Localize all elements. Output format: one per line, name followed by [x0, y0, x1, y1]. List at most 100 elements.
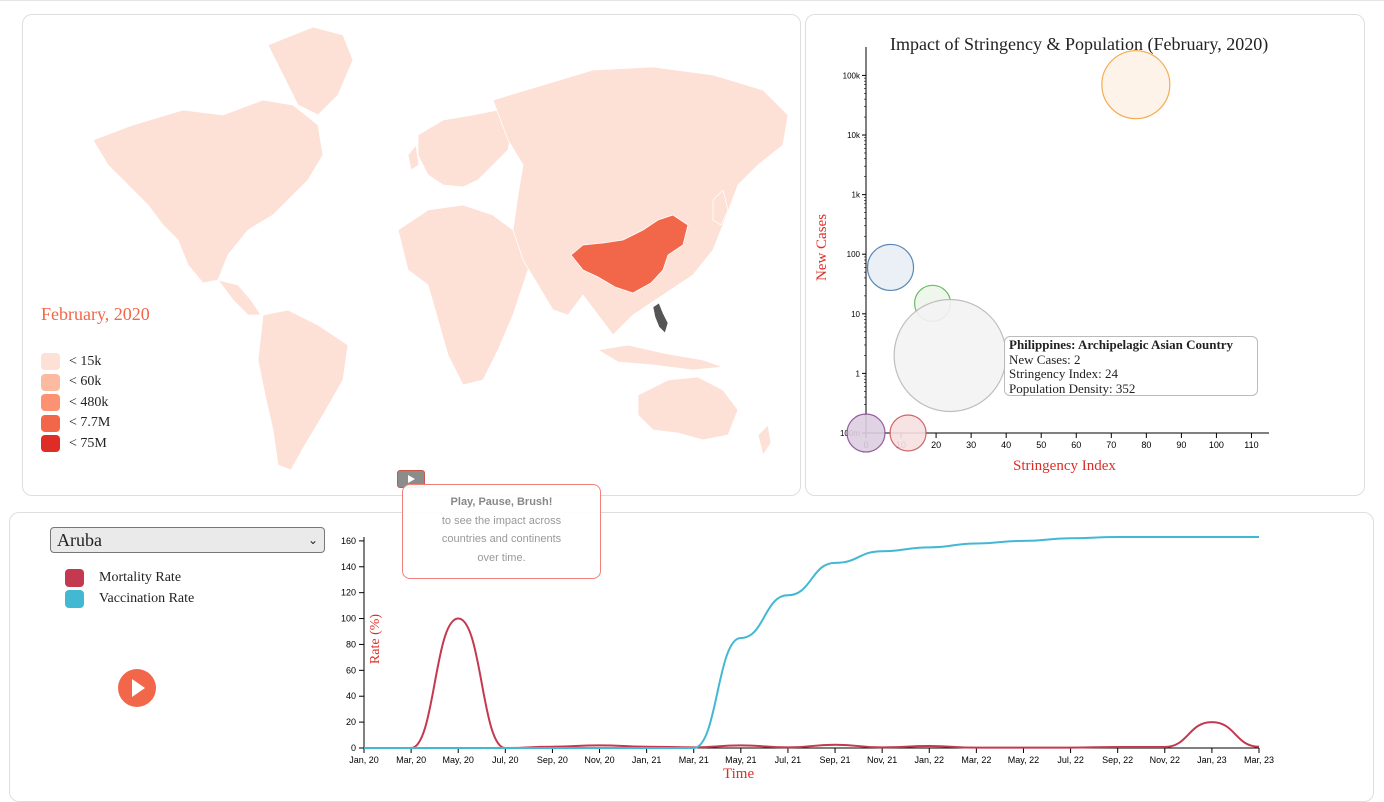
map-legend-label: < 15k	[69, 353, 102, 369]
map-south-america	[257, 309, 349, 471]
map-north-america	[92, 99, 324, 284]
line-xlabel: Time	[723, 766, 755, 782]
hover-density: Population Density: 352	[1009, 380, 1136, 396]
line-x-tick-label: May, 22	[1008, 755, 1039, 765]
map-philippines	[652, 302, 669, 334]
map-indonesia	[596, 344, 724, 371]
scatter-ylabel: New Cases	[814, 213, 831, 282]
line-x-tick-label: Jul, 21	[775, 755, 802, 765]
tip-title: Play, Pause, Brush!	[450, 496, 553, 508]
scatter-x-tick-label: 90	[1176, 440, 1186, 450]
play-pause-brush-tooltip: Play, Pause, Brush! to see the impact ac…	[402, 484, 601, 579]
tip-line-2: countries and continents	[441, 533, 562, 545]
world-map-panel: February, 2020 < 15k < 60k < 480k < 7.7M < 7…	[22, 14, 801, 496]
line-x-tick-label: Jan, 20	[349, 755, 379, 765]
map-legend-swatch	[41, 435, 60, 453]
line-x-tick-label: Sep, 21	[820, 755, 851, 765]
scatter-hover-tooltip: Philippines: Archipelagic Asian Country …	[1004, 336, 1258, 396]
scatter-bubble	[889, 414, 927, 452]
scatter-x-tick-label: 50	[1036, 440, 1046, 450]
scatter-bubble	[1101, 50, 1171, 120]
line-x-tick-label: Mar, 20	[396, 755, 426, 765]
line-x-tick-label: Nov, 22	[1150, 755, 1180, 765]
scatter-xlabel: Stringency Index	[1013, 458, 1116, 474]
map-legend-label: < 75M	[69, 435, 107, 451]
scatter-x-tick-label: 110	[1244, 440, 1258, 450]
map-legend-item: < 60k	[41, 373, 102, 391]
hover-stringency: Stringency Index: 24	[1009, 366, 1119, 381]
legend-vaccination-label: Vaccination Rate	[99, 591, 195, 606]
mortality-swatch	[65, 569, 84, 587]
top-border	[0, 0, 1384, 1]
line-x-tick-label: Mar, 22	[961, 755, 991, 765]
stringency-chart-panel: Impact of Stringency & Population (Febru…	[805, 14, 1365, 496]
map-legend-label: < 60k	[69, 374, 102, 390]
scatter-bubble	[893, 298, 1007, 413]
hover-title: Philippines: Archipelagic Asian Country	[1009, 337, 1234, 352]
map-china	[570, 214, 689, 294]
line-x-tick-label: Nov, 21	[867, 755, 897, 765]
line-y-tick-label: 20	[346, 717, 356, 727]
line-y-tick-label: 160	[341, 536, 356, 546]
map-uk	[407, 144, 420, 171]
line-x-tick-label: May, 20	[443, 755, 474, 765]
scatter-bubble	[846, 413, 886, 453]
line-x-tick-label: Jul, 20	[492, 755, 519, 765]
scatter-x-tick-label: 60	[1071, 440, 1081, 450]
scatter-y-tick-label: 1k	[852, 191, 861, 200]
map-japan	[712, 189, 729, 226]
country-timeline-panel: Aruba ⌄ Mortality Rate Vaccination Rate …	[9, 512, 1374, 802]
scatter-y-tick-label: 100k	[843, 71, 861, 80]
scatter-x-tick-label: 80	[1141, 440, 1151, 450]
country-select-value: Aruba	[57, 530, 102, 550]
line-y-tick-label: 0	[351, 743, 356, 753]
line-series-path	[364, 536, 1259, 749]
scatter-x-tick-label: 100	[1209, 440, 1224, 450]
line-x-tick-label: Jan, 21	[632, 755, 662, 765]
map-legend-item: < 7.7M	[41, 414, 110, 432]
line-series-path	[364, 617, 1260, 750]
country-select[interactable]: Aruba ⌄	[50, 527, 325, 553]
play-icon[interactable]	[118, 669, 156, 707]
scatter-y-tick-label: 100	[847, 250, 861, 259]
line-y-tick-label: 80	[346, 639, 356, 649]
chevron-down-icon: ⌄	[307, 533, 318, 547]
line-x-tick-label: Mar, 21	[679, 755, 709, 765]
map-europe	[417, 109, 514, 188]
world-map[interactable]	[23, 15, 800, 495]
tip-line-1: to see the impact across	[441, 514, 562, 527]
vaccination-swatch	[65, 590, 84, 608]
scatter-x-tick-label: 70	[1106, 440, 1116, 450]
line-x-tick-label: Jul, 22	[1057, 755, 1084, 765]
map-legend-item: < 15k	[41, 353, 101, 370]
map-greenland	[267, 26, 354, 116]
stringency-scatter-chart[interactable]: 0102030405060708090100110100m1101001k10k…	[806, 15, 1364, 495]
legend-mortality-label: Mortality Rate	[99, 570, 182, 585]
line-y-tick-label: 40	[346, 691, 356, 701]
scatter-x-tick-label: 40	[1001, 440, 1011, 450]
scatter-bubble	[866, 243, 915, 292]
hover-cases: New Cases: 2	[1009, 351, 1081, 367]
map-legend-swatch	[41, 353, 60, 370]
line-x-tick-label: Jan, 23	[1197, 755, 1227, 765]
rate-line-chart[interactable]: 0 20 40 60 80 100 120 140 160 Jan, 20 Mar, 20 May, …	[300, 513, 1300, 788]
map-russia-asia	[492, 66, 789, 336]
map-legend-item: < 480k	[41, 394, 108, 412]
scatter-title: Impact of Stringency & Population (Febru…	[890, 34, 1269, 54]
line-y-tick-label: 60	[346, 665, 356, 675]
scatter-y-tick-label: 1	[856, 369, 861, 378]
legend-mortality: Mortality Rate	[65, 569, 181, 587]
map-period-label: February, 2020	[41, 304, 150, 324]
scatter-x-tick-label: 30	[966, 440, 976, 450]
line-x-tick-label: Nov, 20	[584, 755, 614, 765]
map-legend-swatch	[41, 373, 60, 391]
line-x-tick-label: Mar, 23	[1244, 755, 1274, 765]
scatter-y-tick-label: 10k	[847, 131, 861, 140]
line-ylabel: Rate (%)	[368, 613, 384, 665]
map-africa	[397, 204, 534, 386]
scatter-y-tick-label: 10	[851, 310, 860, 319]
line-x-tick-label: Sep, 22	[1102, 755, 1133, 765]
map-new-zealand	[757, 424, 772, 456]
map-central-america	[217, 279, 262, 316]
map-australia	[637, 376, 739, 441]
